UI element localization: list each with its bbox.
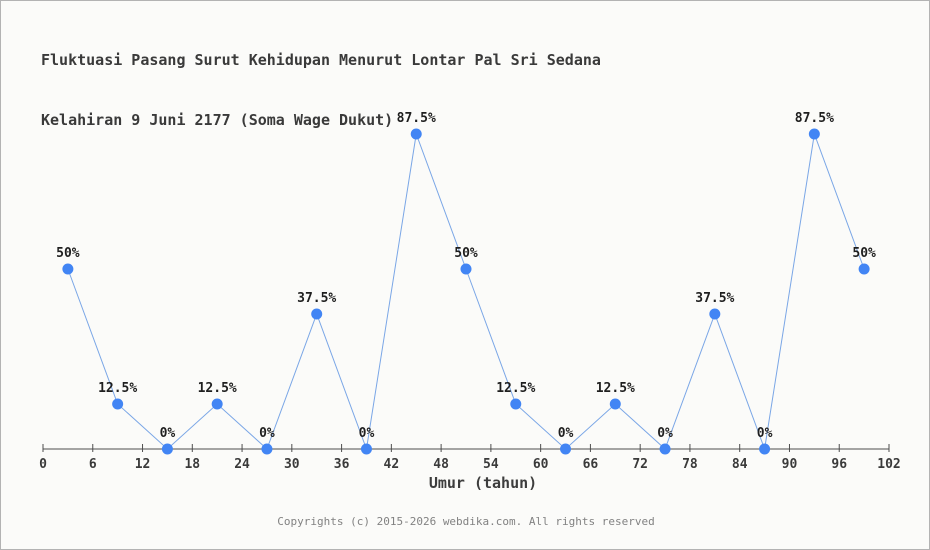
- data-point-label: 12.5%: [596, 381, 635, 396]
- x-axis-tick-label: 30: [284, 457, 300, 472]
- data-point-marker: [460, 263, 472, 275]
- data-point-label: 50%: [454, 246, 478, 261]
- data-point-label: 0%: [259, 426, 275, 441]
- data-point-marker: [659, 443, 671, 455]
- data-point-label: 37.5%: [695, 291, 734, 306]
- x-axis-tick-label: 102: [877, 457, 900, 472]
- x-axis-tick-label: 6: [89, 457, 97, 472]
- series-line: [67, 132, 865, 451]
- data-point-label: 0%: [757, 426, 773, 441]
- x-axis-tick-label: 18: [184, 457, 200, 472]
- data-point-marker: [410, 128, 422, 140]
- data-point-marker: [211, 398, 223, 410]
- x-axis-tick-label: 36: [334, 457, 350, 472]
- data-point-label: 0%: [558, 426, 574, 441]
- x-axis-tick-label: 12: [135, 457, 151, 472]
- data-point-marker: [261, 443, 273, 455]
- x-axis-tick-label: 72: [632, 457, 648, 472]
- data-point-marker: [858, 263, 870, 275]
- data-point-marker: [161, 443, 173, 455]
- data-point-label: 87.5%: [397, 111, 436, 126]
- data-point-label: 12.5%: [98, 381, 137, 396]
- data-point-label: 37.5%: [297, 291, 336, 306]
- data-point-marker: [709, 308, 721, 320]
- x-axis-tick-label: 48: [433, 457, 449, 472]
- copyright-text: Copyrights (c) 2015-2026 webdika.com. Al…: [277, 515, 655, 528]
- x-axis-tick-label: 90: [782, 457, 798, 472]
- x-axis-tick-label: 78: [682, 457, 698, 472]
- data-point-marker: [808, 128, 820, 140]
- x-axis-tick-label: 24: [234, 457, 250, 472]
- x-axis-title: Umur (tahun): [428, 474, 538, 492]
- data-point-label: 50%: [852, 246, 876, 261]
- data-point-marker: [759, 443, 771, 455]
- data-point-marker: [112, 398, 124, 410]
- data-point-marker: [510, 398, 522, 410]
- data-point-label: 87.5%: [795, 111, 834, 126]
- chart-title-line1: Fluktuasi Pasang Surut Kehidupan Menurut…: [41, 51, 601, 69]
- data-point-marker: [62, 263, 74, 275]
- data-point-marker: [311, 308, 323, 320]
- x-axis-tick-label: 66: [583, 457, 599, 472]
- data-point-marker: [560, 443, 572, 455]
- data-point-label: 0%: [657, 426, 673, 441]
- data-point-marker: [609, 398, 621, 410]
- data-point-label: 50%: [56, 246, 80, 261]
- data-point-label: 12.5%: [496, 381, 535, 396]
- x-axis-tick-label: 42: [384, 457, 400, 472]
- x-axis-tick-label: 96: [831, 457, 847, 472]
- data-point-label: 12.5%: [198, 381, 237, 396]
- data-point-marker: [360, 443, 372, 455]
- x-axis-tick-label: 0: [39, 457, 47, 472]
- chart-title-line2: Kelahiran 9 Juni 2177 (Soma Wage Dukut): [41, 111, 394, 129]
- data-point-label: 0%: [359, 426, 375, 441]
- x-axis-tick-label: 60: [533, 457, 549, 472]
- chart-title: Fluktuasi Pasang Surut Kehidupan Menurut…: [41, 10, 601, 170]
- x-axis-tick-label: 84: [732, 457, 748, 472]
- data-point-label: 0%: [160, 426, 176, 441]
- x-axis-tick-label: 54: [483, 457, 499, 472]
